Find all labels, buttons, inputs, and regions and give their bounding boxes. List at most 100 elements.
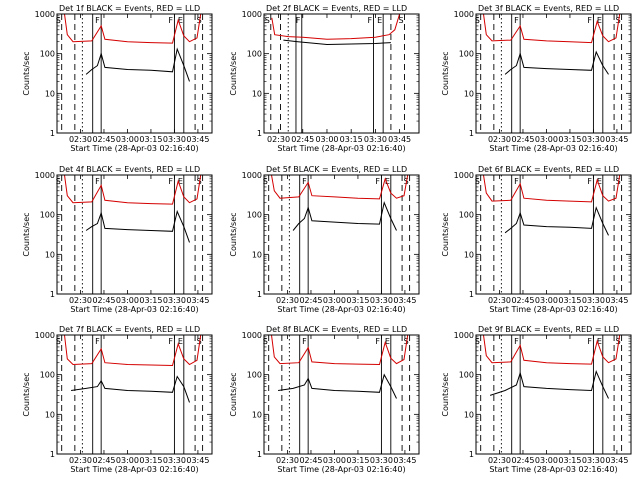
- y-tick-label: 10: [252, 250, 262, 259]
- x-tick-label: 02:30: [69, 296, 92, 305]
- y-tick-label: 1000: [242, 331, 262, 340]
- marker-label: E: [377, 16, 382, 25]
- marker-label: S: [263, 337, 268, 346]
- x-tick-label: 03:15: [558, 296, 581, 305]
- marker-label: E: [385, 177, 390, 186]
- x-tick-label: 02:45: [511, 135, 534, 144]
- x-tick-label: 03:45: [605, 456, 628, 465]
- panel-8: Det 8f BLACK = Events, RED = LLD Counts/s…: [229, 325, 420, 474]
- marker-label: S: [616, 177, 621, 186]
- marker-lines: [61, 175, 204, 294]
- x-tick-label: 03:30: [370, 296, 393, 305]
- panel-3: Det 3f BLACK = Events, RED = LLD Counts/s…: [441, 4, 632, 153]
- marker-label: E: [178, 16, 183, 25]
- marker-label: F: [367, 16, 372, 25]
- events-series-line: [504, 206, 609, 236]
- marker-label: E: [597, 337, 602, 346]
- x-tick-label: 03:00: [535, 135, 558, 144]
- panel-title: Det 9f BLACK = Events, RED = LLD: [478, 325, 619, 334]
- marker-label: E: [178, 337, 183, 346]
- x-tick-label: 02:30: [488, 456, 511, 465]
- y-tick-label: 100: [459, 211, 474, 220]
- plot-frame: [56, 13, 213, 134]
- x-tick-label: 03:30: [163, 135, 186, 144]
- y-tick-label: 1: [257, 129, 262, 138]
- marker-label: S: [404, 337, 409, 346]
- events-series-line: [85, 47, 190, 82]
- y-axis-label: Counts/sec: [22, 51, 31, 95]
- x-tick-label: 02:45: [299, 456, 322, 465]
- marker-label: F: [302, 177, 307, 186]
- x-tick-label: 03:45: [388, 135, 411, 144]
- marker-label: S: [56, 337, 61, 346]
- x-tick-label: 02:45: [291, 135, 314, 144]
- x-tick-label: 03:15: [558, 456, 581, 465]
- x-tick-label: 03:15: [346, 296, 369, 305]
- x-tick-label: 03:30: [370, 456, 393, 465]
- y-tick-label: 10: [464, 89, 474, 98]
- lld-series-line: [483, 175, 621, 203]
- x-axis-label: Start Time (28-Apr-03 02:16:40): [489, 465, 617, 474]
- x-tick-label: 03:30: [582, 135, 605, 144]
- y-tick-label: 100: [459, 371, 474, 380]
- y-axis-label: Counts/sec: [441, 51, 450, 95]
- y-tick-label: 100: [247, 371, 262, 380]
- y-tick-label: 1000: [454, 331, 474, 340]
- y-tick-label: 10: [252, 89, 262, 98]
- y-tick-label: 1: [469, 129, 474, 138]
- panel-5: Det 5f BLACK = Events, RED = LLD Counts/s…: [229, 165, 420, 314]
- y-tick-label: 1: [50, 450, 55, 459]
- marker-lines: [480, 335, 623, 454]
- marker-label: E: [597, 16, 602, 25]
- marker-label: S: [475, 16, 480, 25]
- y-tick-label: 1000: [35, 171, 55, 180]
- x-axis-label: Start Time (28-Apr-03 02:16:40): [70, 144, 198, 153]
- y-tick-label: 1: [257, 450, 262, 459]
- y-tick-label: 10: [252, 410, 262, 419]
- y-tick-label: 1: [50, 129, 55, 138]
- marker-label: S: [616, 337, 621, 346]
- x-tick-label: 03:00: [535, 296, 558, 305]
- x-tick-label: 03:30: [582, 296, 605, 305]
- lld-series-line: [64, 14, 202, 44]
- marker-label: F: [168, 177, 173, 186]
- y-axis-label: Counts/sec: [229, 372, 238, 416]
- marker-lines: [61, 335, 204, 454]
- marker-label: S: [56, 16, 61, 25]
- y-tick-label: 100: [247, 50, 262, 59]
- x-tick-label: 03:30: [163, 456, 186, 465]
- x-tick-label: 03:45: [186, 456, 209, 465]
- panel-title: Det 7f BLACK = Events, RED = LLD: [59, 325, 200, 334]
- marker-lines: [61, 14, 204, 133]
- y-tick-label: 100: [247, 211, 262, 220]
- plot-frame: [263, 13, 420, 134]
- panel-title: Det 4f BLACK = Events, RED = LLD: [59, 165, 200, 174]
- y-tick-label: 1000: [454, 10, 474, 19]
- marker-label: S: [197, 337, 202, 346]
- y-tick-label: 10: [45, 89, 55, 98]
- y-tick-label: 1000: [242, 10, 262, 19]
- marker-label: F: [302, 337, 307, 346]
- plot-frame: [475, 334, 632, 455]
- marker-label: E: [597, 177, 602, 186]
- y-tick-label: 1: [469, 290, 474, 299]
- x-tick-label: 03:00: [323, 296, 346, 305]
- x-tick-label: 02:30: [267, 135, 290, 144]
- events-series-line: [85, 209, 190, 243]
- marker-lines: [270, 14, 405, 133]
- panel-9: Det 9f BLACK = Events, RED = LLD Counts/s…: [441, 325, 632, 474]
- marker-label: F: [514, 16, 519, 25]
- panel-2: Det 2f BLACK = Events, RED = LLD Counts/s…: [229, 4, 420, 153]
- x-axis-label: Start Time (28-Apr-03 02:16:40): [277, 465, 405, 474]
- x-axis-label: Start Time (28-Apr-03 02:16:40): [70, 465, 198, 474]
- events-series-line: [504, 50, 609, 75]
- lld-series-line: [483, 335, 621, 365]
- x-tick-label: 02:45: [92, 296, 115, 305]
- marker-label: E: [385, 337, 390, 346]
- y-axis-label: Counts/sec: [441, 372, 450, 416]
- x-tick-label: 03:15: [139, 456, 162, 465]
- y-axis-label: Counts/sec: [22, 212, 31, 256]
- y-tick-label: 1000: [35, 331, 55, 340]
- panel-title: Det 3f BLACK = Events, RED = LLD: [478, 4, 619, 13]
